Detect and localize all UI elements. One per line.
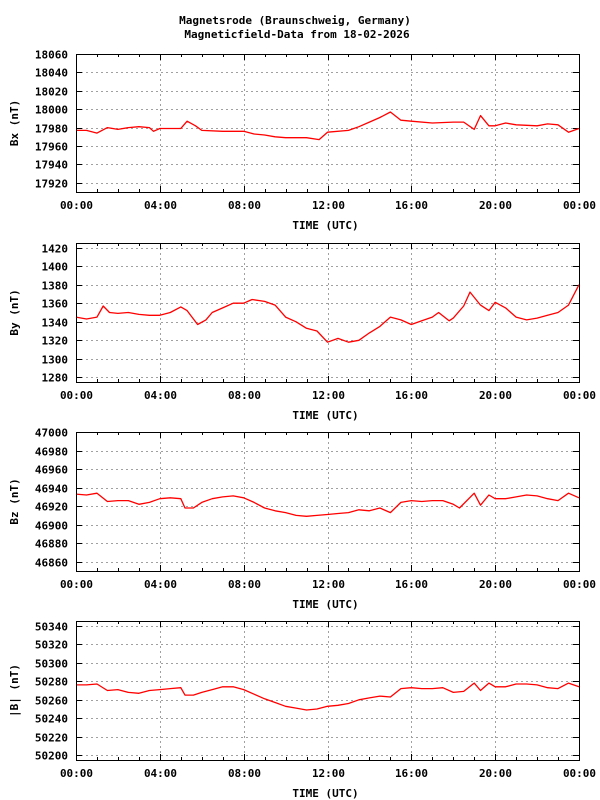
panel-2: 1280 1300 1320 1340 1360 1380 1400 1420 00:00 04:… <box>8 243 596 423</box>
y-tick-label: 1360 <box>42 298 69 311</box>
series-line <box>76 682 580 711</box>
x-tick-label: 00:00 <box>60 389 93 402</box>
x-tick-label: 00:00 <box>563 767 596 780</box>
y-tick-label: 1320 <box>42 335 69 348</box>
x-tick-label: 20:00 <box>479 199 512 212</box>
x-tick-label: 20:00 <box>479 578 512 591</box>
x-tick-label: 00:00 <box>563 578 596 591</box>
x-tick-label: 16:00 <box>395 389 428 402</box>
series-line <box>75 492 580 517</box>
x-tick-label: 08:00 <box>228 389 261 402</box>
y-tick-label: 17980 <box>35 123 68 136</box>
x-tick-label: 16:00 <box>395 199 428 212</box>
x-axis-label: TIME (UTC) <box>292 598 358 611</box>
y-tick-label: 50220 <box>35 732 68 745</box>
x-tick-label: 04:00 <box>144 389 177 402</box>
x-tick-label: 12:00 <box>312 578 345 591</box>
chart-title-line1: Magnetsrode (Braunschweig, Germany) <box>179 14 411 27</box>
series-line <box>76 111 580 141</box>
y-tick-label: 17960 <box>35 141 68 154</box>
series-line <box>75 284 580 343</box>
x-tick-label: 16:00 <box>395 767 428 780</box>
y-tick-label: 46920 <box>35 501 68 514</box>
panel-3: 46860 46880 46900 46920 46940 46960 46980 47000… <box>8 427 596 612</box>
x-tick-label: 04:00 <box>144 199 177 212</box>
plot-frame <box>76 54 580 193</box>
x-tick-label: 00:00 <box>60 199 93 212</box>
x-tick-label: 08:00 <box>228 578 261 591</box>
x-tick-label: 00:00 <box>60 578 93 591</box>
x-tick-label: 00:00 <box>563 199 596 212</box>
y-axis-label: Bz (nT) <box>8 478 21 524</box>
x-tick-label: 00:00 <box>60 767 93 780</box>
x-tick-label: 20:00 <box>479 389 512 402</box>
y-tick-label: 17920 <box>35 178 68 191</box>
y-tick-label: 1300 <box>42 354 69 367</box>
y-tick-label: 46880 <box>35 538 68 551</box>
x-tick-label: 00:00 <box>563 389 596 402</box>
y-axis-label: Bx (nT) <box>8 100 21 146</box>
y-tick-label: 50200 <box>35 750 68 763</box>
x-tick-label: 08:00 <box>228 199 261 212</box>
x-axis-label: TIME (UTC) <box>292 219 358 232</box>
x-tick-label: 16:00 <box>395 578 428 591</box>
y-tick-label: 46980 <box>35 446 68 459</box>
y-tick-label: 18020 <box>35 86 68 99</box>
y-axis-label: By (nT) <box>8 289 21 335</box>
y-tick-label: 46940 <box>35 483 68 496</box>
y-tick-label: 50240 <box>35 713 68 726</box>
plot-frame <box>76 621 580 761</box>
y-tick-label: 46900 <box>35 520 68 533</box>
y-tick-label: 50340 <box>35 621 68 634</box>
y-tick-label: 1420 <box>42 243 69 256</box>
x-tick-label: 20:00 <box>479 767 512 780</box>
y-tick-label: 46960 <box>35 464 68 477</box>
y-tick-label: 1340 <box>42 317 69 330</box>
x-tick-label: 12:00 <box>312 199 345 212</box>
y-tick-label: 1400 <box>42 261 69 274</box>
plot-frame <box>76 243 580 383</box>
chart-title-line2: Magneticfield-Data from 18-02-2026 <box>184 28 410 41</box>
y-tick-label: 47000 <box>35 427 68 440</box>
y-tick-label: 50260 <box>35 695 68 708</box>
y-tick-label: 1380 <box>42 280 69 293</box>
y-tick-label: 50280 <box>35 676 68 689</box>
y-tick-label: 46860 <box>35 557 68 570</box>
x-tick-label: 04:00 <box>144 767 177 780</box>
y-tick-label: 17940 <box>35 159 68 172</box>
x-tick-label: 08:00 <box>228 767 261 780</box>
y-tick-label: 18040 <box>35 67 68 80</box>
x-axis-label: TIME (UTC) <box>292 787 358 800</box>
x-tick-label: 04:00 <box>144 578 177 591</box>
x-tick-label: 12:00 <box>312 389 345 402</box>
panel-1: 17920 17940 17960 17980 18000 18020 18040 18060… <box>8 49 596 233</box>
y-tick-label: 18060 <box>35 49 68 62</box>
y-axis-label: |B| (nT) <box>8 664 21 717</box>
y-tick-label: 18000 <box>35 104 68 117</box>
x-axis-label: TIME (UTC) <box>292 409 358 422</box>
y-tick-label: 1280 <box>42 372 69 385</box>
y-tick-label: 50320 <box>35 639 68 652</box>
x-tick-label: 12:00 <box>312 767 345 780</box>
plot-frame <box>76 432 580 572</box>
panel-4: 50200 50220 50240 50260 50280 50300 50320 50340… <box>8 621 596 800</box>
y-tick-label: 50300 <box>35 658 68 671</box>
